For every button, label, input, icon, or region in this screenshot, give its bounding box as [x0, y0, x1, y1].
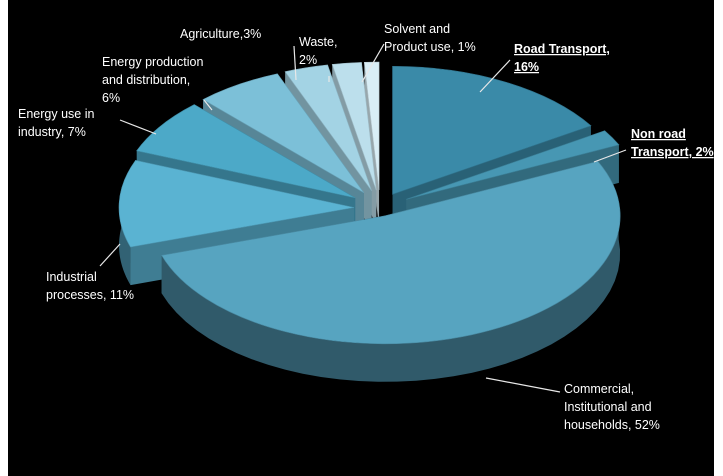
leader-line [479, 59, 511, 93]
leader-line [203, 99, 213, 111]
leader-line [119, 119, 157, 135]
slice-label: Energy production and distribution, 6% [102, 55, 204, 105]
chart-frame: Road Transport, 16% Non road Transport, 2% C… [8, 0, 714, 476]
leader-line [293, 45, 297, 81]
leader-line [361, 43, 385, 83]
slice-label: Solvent and Product use, 1% [384, 22, 476, 54]
slice-label: Waste, 2% [299, 35, 337, 67]
slice-label: Industrial processes, 11% [46, 270, 134, 302]
slice-label: Energy use in industry, 7% [18, 107, 94, 139]
slice-label: Agriculture,3% [180, 27, 261, 41]
pie-slice [161, 160, 621, 382]
leader-line [99, 243, 121, 267]
leader-line [485, 377, 561, 393]
slice-label: Road Transport, 16% [514, 42, 610, 74]
pie-chart: Road Transport, 16% Non road Transport, 2% C… [18, 22, 714, 432]
leader-line [593, 149, 627, 163]
slice-label: Non road Transport, 2% [631, 127, 714, 159]
slice-label: Commercial, Institutional and households, … [564, 382, 660, 432]
